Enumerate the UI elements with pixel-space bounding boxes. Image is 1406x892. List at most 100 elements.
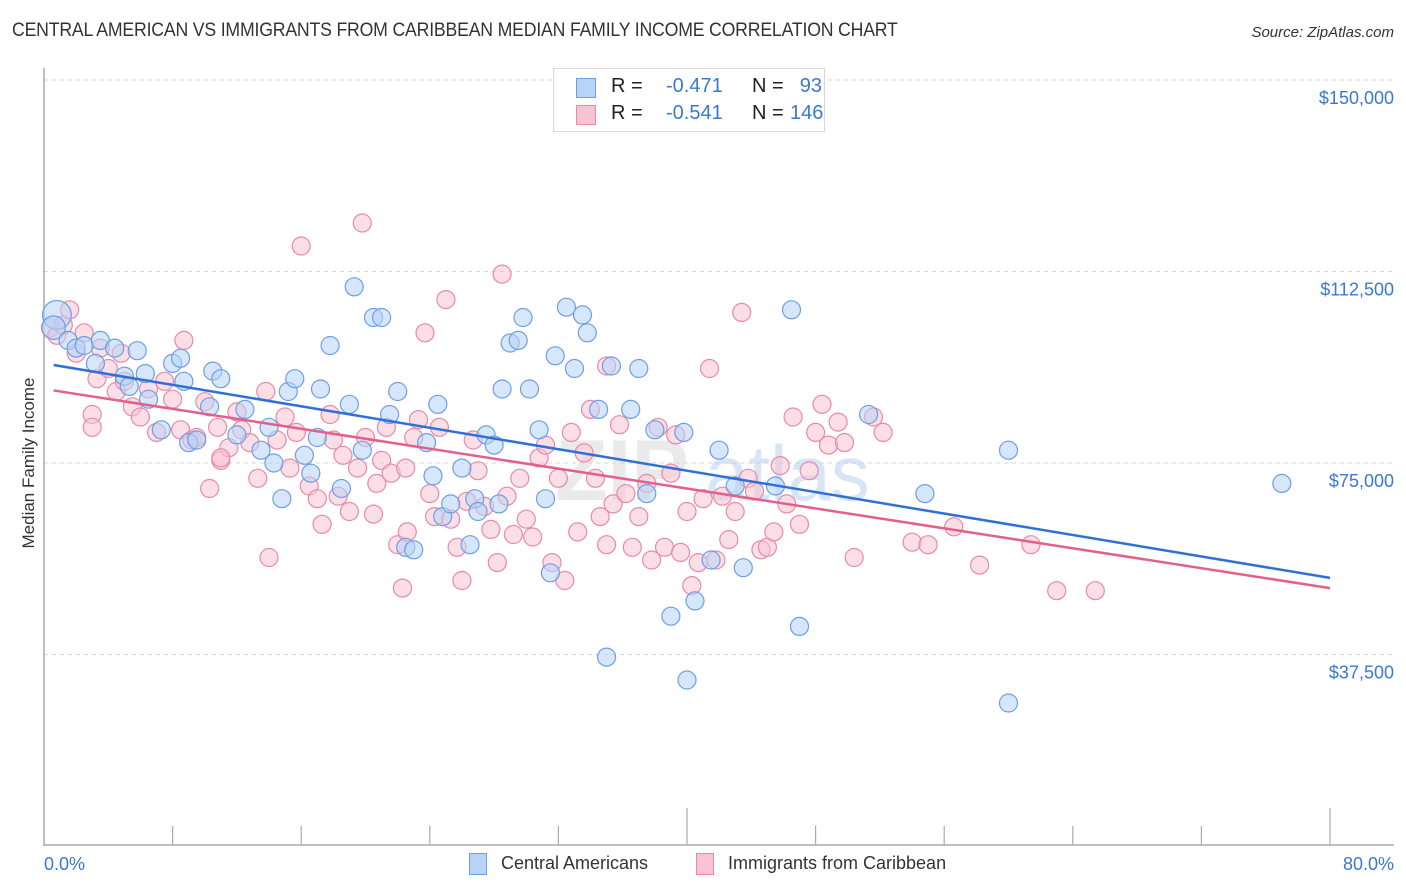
central-american-point	[235, 399, 255, 419]
n-label: N =	[752, 75, 784, 97]
caribbean-point	[436, 290, 456, 310]
r-value: -0.471	[666, 75, 723, 97]
caribbean-point	[918, 535, 938, 555]
caribbean-point	[764, 522, 784, 542]
central-american-point	[264, 453, 284, 473]
central-american-point	[709, 440, 729, 460]
caribbean-point	[902, 532, 922, 552]
caribbean-point	[503, 524, 524, 545]
x-tick-label-max: 80.0%	[1343, 854, 1394, 874]
central-american-point	[428, 394, 448, 414]
central-american-point	[484, 435, 504, 455]
caribbean-point	[799, 461, 819, 481]
caribbean-point	[481, 519, 501, 540]
caribbean-point	[347, 458, 368, 478]
central-american-point	[781, 300, 802, 320]
central-american-point	[998, 440, 1019, 460]
caribbean-point	[259, 547, 279, 568]
caribbean-point	[468, 461, 488, 481]
central-americans-legend-swatch	[469, 853, 487, 875]
caribbean-point	[1047, 581, 1067, 601]
caribbean-point	[677, 501, 697, 522]
caribbean-point	[320, 404, 340, 425]
central-american-point	[460, 535, 480, 555]
central-american-point	[127, 341, 147, 361]
caribbean-point	[415, 323, 435, 343]
central-american-point	[492, 379, 512, 399]
central-american-point	[513, 307, 533, 328]
central-american-point	[294, 445, 314, 465]
central-american-point	[423, 466, 443, 486]
central-american-point	[529, 420, 549, 440]
caribbean-point	[200, 478, 220, 499]
caribbean-point	[130, 407, 150, 427]
series-caribbean-points	[40, 213, 1105, 601]
caribbean-point	[654, 537, 675, 557]
central-american-point	[915, 484, 935, 504]
central-american-point	[588, 399, 609, 419]
central-american-point	[119, 376, 139, 396]
central-american-point	[468, 501, 488, 522]
central-american-point	[685, 591, 705, 611]
central-american-point	[601, 356, 622, 376]
caribbean-point	[732, 302, 752, 322]
caribbean-point	[812, 394, 832, 414]
central-american-point	[535, 489, 556, 509]
caribbean-point	[622, 537, 642, 557]
caribbean-point	[516, 509, 536, 529]
stats-legend: R = -0.471 N = 93 R = -0.541 N = 146	[553, 68, 825, 132]
central-american-point	[452, 458, 472, 478]
central-american-point	[577, 323, 597, 343]
central-american-point	[187, 430, 207, 450]
caribbean-point	[339, 501, 359, 522]
central-american-point	[259, 417, 279, 437]
central-american-point	[540, 563, 561, 583]
chart-title: CENTRAL AMERICAN VS IMMIGRANTS FROM CARI…	[12, 20, 898, 41]
r-value: -0.541	[666, 102, 723, 124]
central-american-point	[404, 540, 424, 560]
caribbean-point	[568, 522, 588, 542]
central-american-point	[301, 463, 321, 483]
y-tick-label: $37,500	[1329, 663, 1394, 683]
central-american-point	[441, 494, 461, 514]
caribbean-point	[367, 473, 387, 493]
x-tick-label-min: 0.0%	[44, 854, 85, 874]
caribbean-point	[363, 504, 384, 524]
central-american-point	[998, 693, 1019, 713]
y-tick-label: $75,000	[1329, 471, 1394, 491]
caribbean-point	[828, 412, 848, 432]
caribbean-point	[783, 407, 803, 427]
caribbean-point	[873, 422, 893, 442]
central-american-point	[629, 358, 649, 379]
caribbean-point	[616, 484, 636, 504]
central-american-point	[227, 425, 247, 445]
caribbean-point	[312, 514, 332, 534]
caribbean-legend-swatch	[696, 853, 714, 875]
caribbean-point	[487, 552, 507, 573]
caribbean-point	[805, 422, 826, 442]
central-american-point	[41, 315, 66, 340]
y-axis-label: Median Family Income	[19, 377, 38, 548]
n-value: 146	[790, 102, 824, 124]
central-american-point	[135, 364, 155, 384]
central-american-point	[701, 550, 721, 570]
caribbean-swatch	[576, 105, 596, 125]
caribbean-point	[1021, 535, 1041, 555]
central-american-point	[74, 335, 94, 356]
central-american-point	[388, 381, 408, 402]
caribbean-point	[699, 358, 720, 379]
caribbean-point	[629, 506, 649, 527]
source-credit: Source: ZipAtlas.com	[1251, 24, 1394, 41]
central-american-point	[171, 348, 191, 368]
central-american-point	[380, 404, 400, 425]
central-american-point	[733, 558, 753, 578]
caribbean-point	[82, 417, 102, 437]
caribbean-point	[372, 450, 392, 470]
caribbean-point	[609, 415, 630, 435]
y-tick-label: $112,500	[1320, 280, 1394, 300]
central-american-point	[661, 606, 681, 626]
caribbean-trendline	[53, 389, 1331, 590]
caribbean-point	[789, 514, 810, 534]
caribbean-point	[280, 458, 300, 478]
central-american-point	[372, 307, 392, 328]
